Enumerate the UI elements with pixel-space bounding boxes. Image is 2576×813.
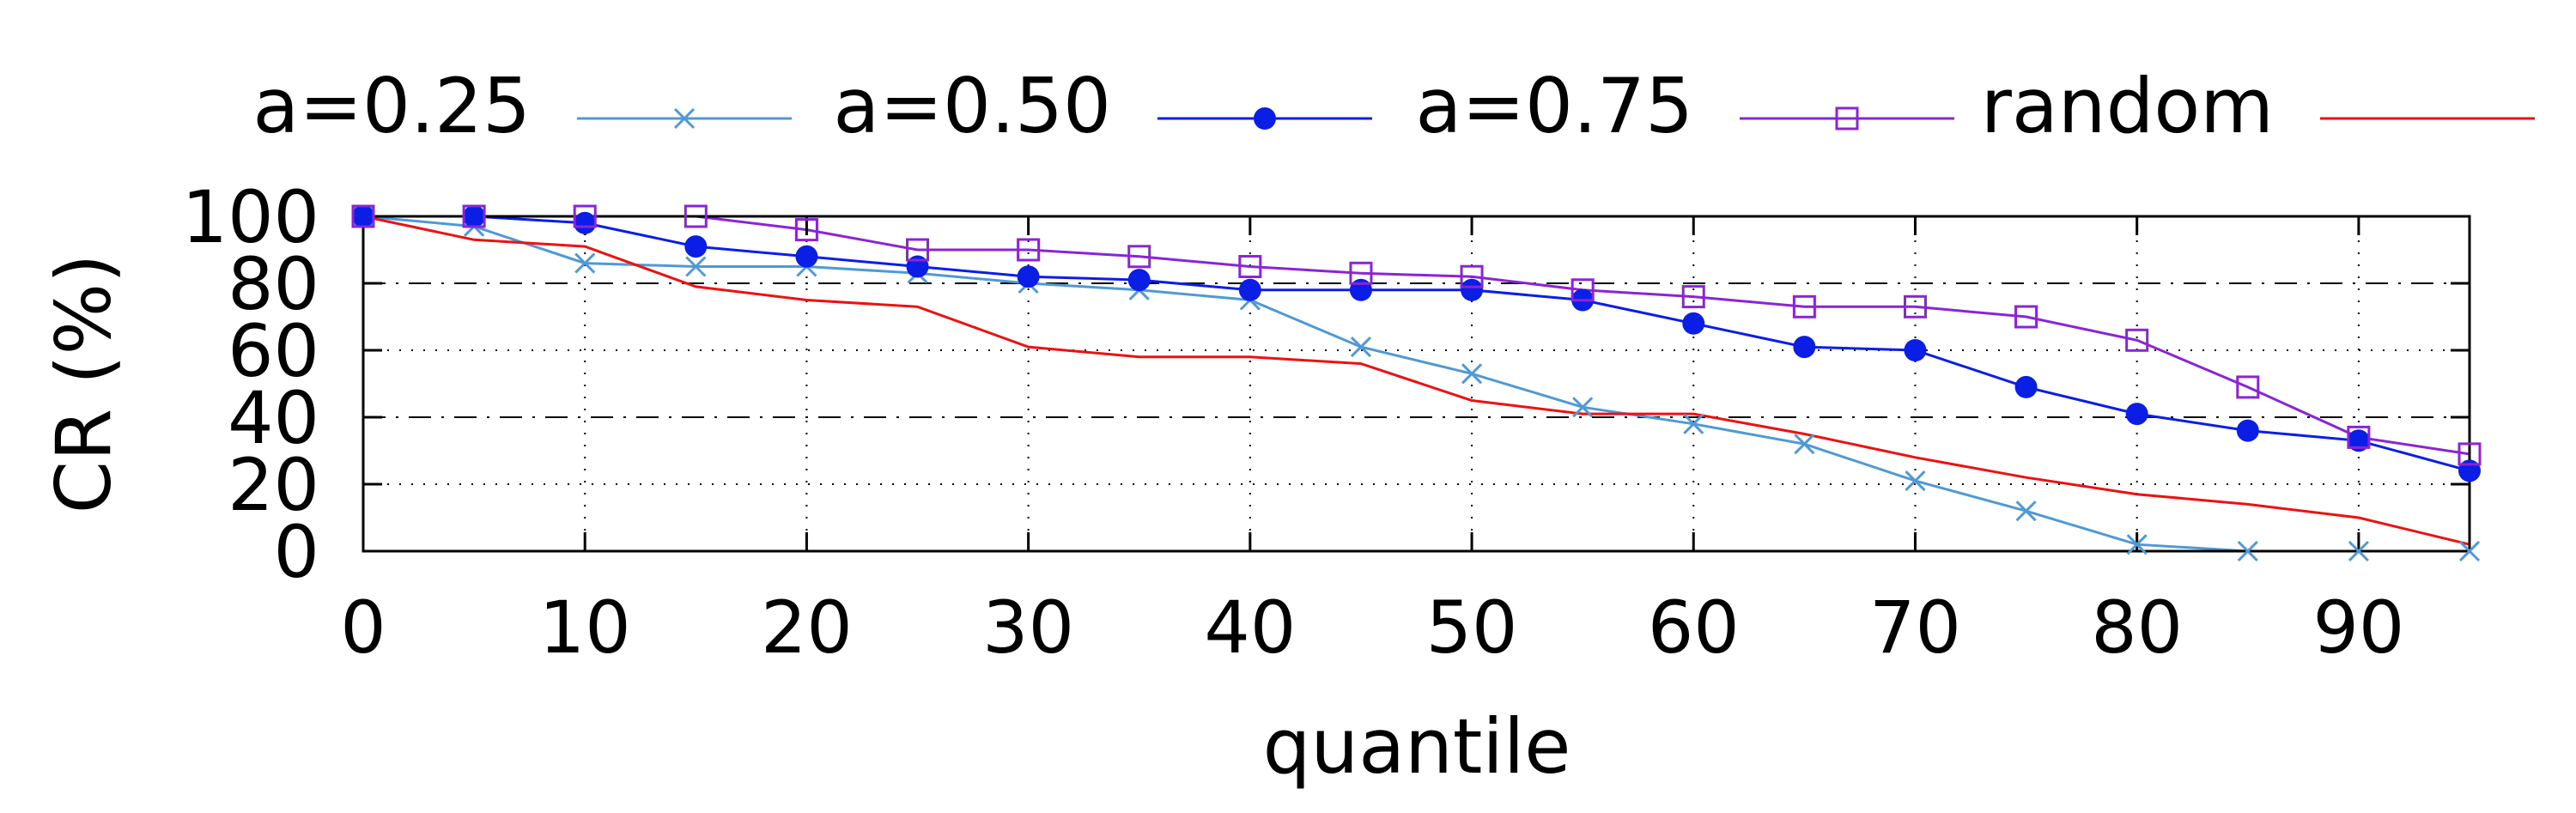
data-point-a=0.75: [1017, 238, 1041, 262]
y-tick-label: 0: [274, 510, 319, 594]
x-tick-label: 60: [1648, 585, 1740, 670]
series-markers: [351, 204, 2482, 562]
data-point-a=0.75: [2125, 328, 2149, 352]
x-tick-label: 30: [982, 585, 1074, 670]
y-tick-label: 100: [182, 175, 319, 259]
legend-marker: [1254, 107, 1276, 130]
x-tick-label: 40: [1204, 585, 1296, 670]
data-point-a=0.25: [1350, 337, 1372, 358]
x-tick-label: 90: [2312, 585, 2404, 670]
series-lines: [362, 215, 2470, 553]
series-line-a=0.75: [363, 215, 2470, 456]
data-point-a=0.75: [2458, 442, 2482, 466]
data-point-a=0.75: [2347, 425, 2371, 449]
legend-marker: [673, 107, 696, 130]
grid-lines: [363, 216, 2470, 551]
data-point-a=0.50: [2014, 375, 2038, 398]
legend-label: random: [1981, 62, 2274, 150]
y-tick-label: 20: [228, 443, 319, 527]
data-point-a=0.75: [2236, 375, 2260, 399]
data-point-a=0.75: [351, 204, 375, 228]
data-point-a=0.75: [2014, 305, 2038, 329]
data-point-a=0.75: [794, 218, 818, 242]
data-point-a=0.25: [685, 256, 707, 277]
data-point-a=0.75: [573, 204, 597, 228]
x-axis-ticks: 0 10 20 30 40 50 60 70 80 90: [340, 216, 2404, 670]
data-point-a=0.75: [1903, 294, 1927, 319]
x-tick-label: 0: [340, 585, 386, 670]
data-point-a=0.25: [1683, 413, 1704, 434]
data-point-a=0.50: [352, 205, 374, 228]
data-point-a=0.50: [1238, 278, 1261, 301]
data-point-a=0.25: [1461, 363, 1483, 385]
data-point-a=0.50: [1127, 269, 1151, 292]
data-point-a=0.50: [1904, 339, 1927, 361]
data-point-a=0.50: [1017, 265, 1040, 288]
data-point-a=0.50: [2347, 429, 2370, 452]
data-point-a=0.25: [2015, 501, 2037, 522]
data-point-a=0.75: [683, 204, 708, 228]
data-point-a=0.75: [1460, 264, 1484, 288]
y-tick-label: 80: [228, 242, 319, 326]
data-point-a=0.25: [1905, 470, 1926, 492]
legend-label: a=0.25: [252, 62, 531, 150]
data-point-a=0.25: [1572, 397, 1594, 418]
data-point-a=0.75: [906, 238, 930, 262]
data-point-a=0.50: [2458, 459, 2481, 482]
legend-marker: [1835, 106, 1859, 130]
y-tick-label: 60: [228, 309, 319, 393]
data-point-a=0.50: [1349, 278, 1372, 301]
x-tick-label: 80: [2091, 585, 2183, 670]
data-point-a=0.25: [2348, 540, 2369, 562]
data-point-a=0.50: [1793, 336, 1816, 359]
data-point-a=0.75: [1792, 294, 1816, 319]
y-axis-label: CR (%): [39, 254, 128, 514]
data-point-a=0.75: [1571, 278, 1595, 302]
data-point-a=0.25: [574, 252, 596, 274]
data-point-a=0.25: [1794, 434, 1815, 455]
data-point-a=0.75: [1127, 245, 1151, 269]
series-line-a=0.25: [362, 215, 2470, 553]
x-axis-label: quantile: [1263, 702, 1571, 791]
legend-label: a=0.50: [833, 62, 1111, 150]
data-point-a=0.75: [462, 204, 486, 228]
legend: a=0.25 a=0.50 a=0.75 random: [252, 62, 2535, 150]
data-point-a=0.75: [1349, 261, 1373, 285]
data-point-a=0.50: [1682, 312, 1705, 335]
data-point-a=0.25: [2237, 540, 2258, 562]
x-tick-label: 70: [1869, 585, 1961, 670]
data-point-a=0.50: [463, 205, 486, 228]
series-line-a=0.50: [363, 215, 2470, 472]
data-point-a=0.75: [1681, 285, 1705, 309]
data-point-a=0.25: [2126, 534, 2148, 555]
data-point-a=0.50: [2125, 403, 2148, 426]
data-point-a=0.50: [795, 245, 818, 268]
series-line-random: [362, 215, 2470, 546]
data-point-a=0.50: [906, 255, 929, 278]
data-point-a=0.75: [1238, 255, 1262, 278]
data-point-a=0.50: [574, 211, 597, 234]
data-point-a=0.50: [684, 235, 708, 258]
legend-label: a=0.75: [1415, 62, 1693, 150]
x-tick-label: 20: [761, 585, 853, 670]
x-tick-label: 50: [1426, 585, 1518, 670]
data-point-a=0.50: [1461, 278, 1484, 301]
y-tick-label: 40: [228, 376, 319, 460]
x-tick-label: 10: [539, 585, 631, 670]
data-point-a=0.50: [2236, 419, 2259, 442]
data-point-a=0.25: [2458, 540, 2481, 562]
plot-frame: [361, 215, 2471, 553]
